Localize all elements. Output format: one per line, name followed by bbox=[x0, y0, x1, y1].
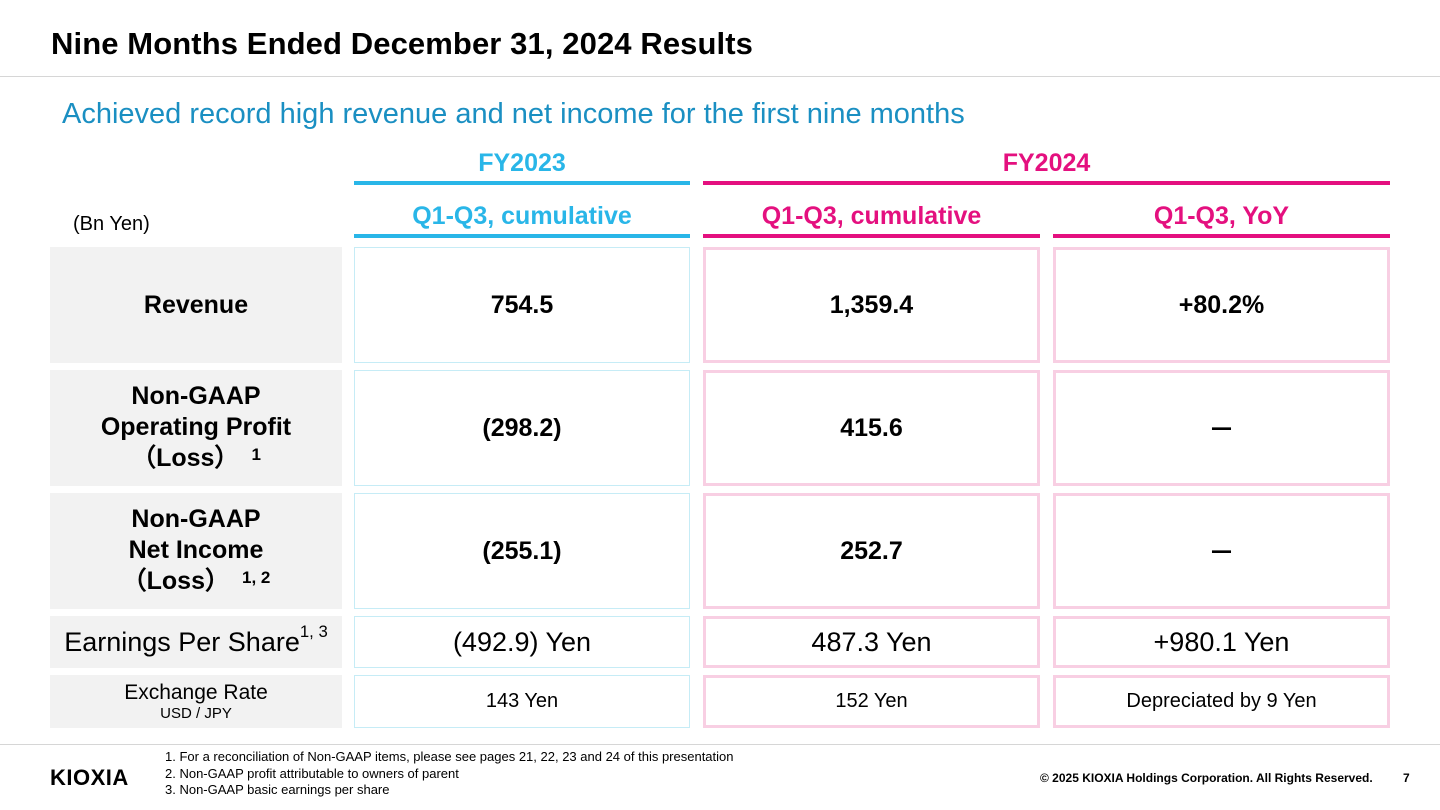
row-label-text: Non-GAAP bbox=[131, 504, 261, 533]
cell-fx-yoy: Depreciated by 9 Yen bbox=[1053, 675, 1390, 728]
row-sublabel: USD / JPY bbox=[160, 705, 232, 722]
row-label-text: Revenue bbox=[143, 290, 249, 319]
copyright: © 2025 KIOXIA Holdings Corporation. All … bbox=[1040, 771, 1373, 785]
page-title: Nine Months Ended December 31, 2024 Resu… bbox=[51, 26, 754, 61]
row-label-text: Exchange Rate bbox=[124, 681, 268, 704]
row-label-eps: Earnings Per Share1, 3 bbox=[50, 616, 342, 668]
footnote-ref: 1 bbox=[251, 444, 261, 464]
page-number: 7 bbox=[1403, 771, 1410, 785]
cell-eps-yoy: +980.1 Yen bbox=[1053, 616, 1390, 668]
kioxia-logo: KIOXIA bbox=[50, 765, 129, 790]
row-label-text: Earnings Per Share1, 3 bbox=[64, 623, 328, 658]
row-label-text: （Loss） 1 bbox=[131, 443, 261, 476]
cell-net-income-yoy: － bbox=[1053, 493, 1390, 609]
row-label-operating-profit: Non-GAAP Operating Profit （Loss） 1 bbox=[50, 370, 342, 486]
fy2024-underline bbox=[703, 181, 1390, 185]
subtitle: Achieved record high revenue and net inc… bbox=[62, 98, 965, 130]
row-label-text: Net Income bbox=[128, 535, 264, 564]
cell-net-income-fy2023: (255.1) bbox=[354, 493, 690, 609]
footnotes: 1. For a reconciliation of Non-GAAP item… bbox=[165, 749, 734, 799]
cell-revenue-yoy: +80.2% bbox=[1053, 247, 1390, 363]
cell-operating-profit-yoy: － bbox=[1053, 370, 1390, 486]
row-label-text: Non-GAAP bbox=[131, 381, 261, 410]
column-header-fy2024-cumulative: Q1-Q3, cumulative bbox=[761, 202, 982, 230]
row-label-revenue: Revenue bbox=[50, 247, 342, 363]
footnote: 2. Non-GAAP profit attributable to owner… bbox=[165, 765, 459, 781]
cell-revenue-fy2023: 754.5 bbox=[354, 247, 690, 363]
footer-divider bbox=[0, 744, 1440, 745]
column-underline bbox=[1053, 234, 1390, 238]
footnote-ref: 1, 2 bbox=[242, 567, 271, 587]
eps-label: Earnings Per Share bbox=[64, 626, 300, 657]
title-divider bbox=[0, 76, 1440, 77]
row-label-loss: （Loss） bbox=[131, 443, 240, 472]
cell-operating-profit-fy2023: (298.2) bbox=[354, 370, 690, 486]
cell-eps-fy2023: (492.9) Yen bbox=[354, 616, 690, 668]
cell-eps-fy2024: 487.3 Yen bbox=[703, 616, 1040, 668]
footnote: 1. For a reconciliation of Non-GAAP item… bbox=[165, 749, 734, 764]
cell-revenue-fy2024: 1,359.4 bbox=[703, 247, 1040, 363]
column-underline bbox=[354, 234, 690, 238]
column-header-fy2024-yoy: Q1-Q3, YoY bbox=[1153, 202, 1290, 230]
fy2023-underline bbox=[354, 181, 690, 185]
row-label-exchange-rate: Exchange Rate USD / JPY bbox=[50, 675, 342, 728]
cell-fx-fy2023: 143 Yen bbox=[354, 675, 690, 728]
cell-net-income-fy2024: 252.7 bbox=[703, 493, 1040, 609]
row-label-text: Operating Profit bbox=[100, 412, 292, 441]
column-underline bbox=[703, 234, 1040, 238]
row-label-text: （Loss） 1, 2 bbox=[122, 566, 271, 599]
footnote: 3. Non-GAAP basic earnings per share bbox=[165, 782, 390, 797]
unit-label: (Bn Yen) bbox=[73, 213, 150, 235]
cell-fx-fy2024: 152 Yen bbox=[703, 675, 1040, 728]
column-header-fy2023-cumulative: Q1-Q3, cumulative bbox=[412, 202, 632, 230]
cell-operating-profit-fy2024: 415.6 bbox=[703, 370, 1040, 486]
footnote-ref: 1, 3 bbox=[299, 622, 328, 642]
row-label-loss: （Loss） bbox=[121, 566, 230, 595]
fy2024-header: FY2024 bbox=[1002, 149, 1091, 177]
row-label-net-income: Non-GAAP Net Income （Loss） 1, 2 bbox=[50, 493, 342, 609]
fy2023-header: FY2023 bbox=[478, 149, 566, 177]
